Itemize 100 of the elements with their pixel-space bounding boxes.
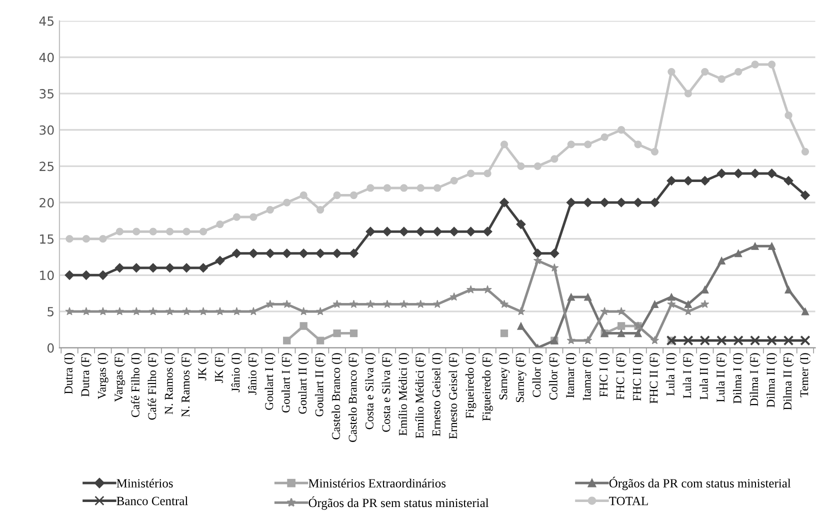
point	[350, 191, 358, 200]
point	[99, 235, 107, 243]
point	[768, 60, 776, 68]
point	[650, 300, 659, 308]
point	[199, 228, 208, 236]
point	[266, 300, 274, 308]
point	[718, 75, 726, 83]
x-tick-label: Dilma I (F)	[750, 353, 760, 406]
point	[783, 335, 794, 346]
point	[683, 176, 693, 186]
point	[300, 191, 308, 200]
point	[616, 198, 626, 208]
point	[517, 322, 525, 330]
x-tick-label: Vargas (F)	[114, 353, 126, 402]
point	[432, 226, 442, 236]
x-tick-label: Costa e Silva (F)	[382, 353, 393, 432]
x-tick-label: Goulart II (F)	[314, 353, 326, 416]
x-tick-label: Lula II (F)	[716, 353, 727, 402]
x-tick-label: N. Ramos (I)	[164, 353, 176, 414]
y-tick-label: 40	[39, 52, 54, 62]
x-tick-label: Goulart I (F)	[282, 353, 292, 412]
x-tick-label: Collor (F)	[549, 353, 560, 400]
point	[532, 248, 542, 258]
x-tick-label: Emílio Médici (F)	[415, 353, 426, 438]
point	[232, 306, 242, 316]
point	[650, 148, 659, 156]
point	[115, 306, 124, 316]
point	[65, 306, 74, 316]
x-tick-label: Dilma I (I)	[732, 353, 744, 404]
x-tick-label: Castelo Branco (I)	[332, 353, 342, 440]
legend-label: Órgãos da PR com status ministerial	[609, 476, 791, 490]
point	[149, 228, 157, 236]
point	[801, 308, 810, 316]
point	[416, 226, 426, 236]
x-tick-label: Emílio Médici (I)	[398, 353, 410, 436]
point	[667, 300, 676, 308]
point	[683, 335, 694, 346]
point	[634, 329, 642, 338]
point	[801, 148, 810, 156]
point	[567, 140, 575, 148]
x-tick-label: Dilma II (F)	[783, 353, 794, 410]
point	[298, 248, 308, 258]
point	[768, 242, 776, 250]
point	[716, 168, 726, 178]
point	[332, 300, 342, 308]
x-tick-label: Itamar (I)	[566, 353, 576, 398]
point	[718, 256, 726, 264]
x-tick-label: FHC I (I)	[599, 353, 610, 397]
point	[333, 191, 341, 200]
point	[215, 256, 225, 266]
point	[466, 226, 476, 236]
point	[700, 176, 710, 186]
x-tick-label: Sarney (F)	[516, 353, 526, 402]
x-tick-label: Dilma II (I)	[766, 353, 778, 408]
point	[81, 270, 91, 280]
x-tick-label: Jânio (F)	[248, 353, 259, 395]
point	[366, 300, 375, 308]
point	[449, 226, 459, 236]
y-tick-label: 0	[47, 343, 54, 353]
point	[584, 293, 592, 301]
legend-label: Banco Central	[116, 496, 188, 506]
point	[482, 226, 492, 236]
point	[248, 248, 258, 258]
point	[132, 228, 140, 236]
point	[350, 329, 358, 338]
legend-label: TOTAL	[609, 496, 648, 506]
x-tick-label: JK (I)	[198, 353, 209, 380]
x-tick-label: Sarney (I)	[498, 353, 510, 400]
point	[166, 306, 174, 316]
y-tick-label: 25	[40, 162, 54, 172]
point	[382, 300, 392, 308]
y-tick-label: 10	[40, 270, 54, 280]
x-tick-label: Ernesto Geisel (F)	[448, 353, 460, 439]
point	[333, 329, 341, 338]
x-tick-label: Goulart I (I)	[264, 353, 276, 410]
x-tick-label: Itamar (F)	[582, 353, 594, 400]
point	[466, 285, 476, 294]
point	[182, 228, 190, 236]
point	[416, 300, 425, 308]
point	[700, 335, 710, 346]
point	[734, 68, 742, 76]
point	[434, 184, 442, 192]
x-tick-label: FHC II (I)	[632, 353, 644, 401]
point	[382, 226, 392, 236]
x-tick-label: JK (F)	[214, 353, 226, 383]
point	[533, 256, 542, 264]
point	[283, 336, 291, 344]
point	[383, 184, 392, 192]
x-tick-label: Vargas (I)	[98, 353, 108, 400]
point	[316, 336, 324, 344]
point	[500, 140, 508, 148]
point	[64, 270, 74, 280]
point	[700, 300, 710, 308]
point	[751, 60, 759, 68]
point	[366, 184, 374, 192]
x-tick-label: Temer (I)	[800, 353, 811, 398]
point	[784, 112, 792, 120]
point	[701, 68, 709, 76]
point	[684, 90, 692, 98]
point	[182, 306, 191, 316]
